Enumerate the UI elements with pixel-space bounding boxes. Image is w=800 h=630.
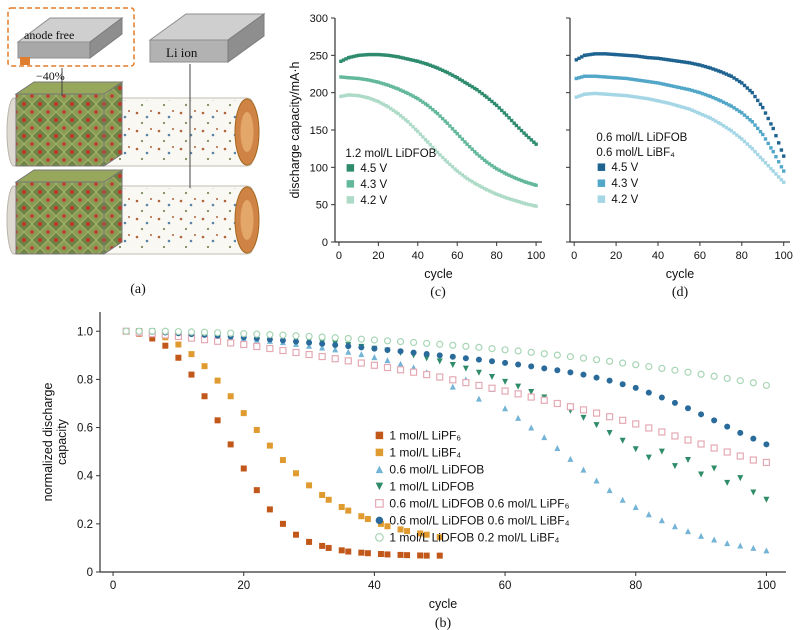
svg-text:0.4: 0.4	[77, 471, 94, 483]
svg-text:0.6 mol/L LiDFOB 0.6 mol/L LiP: 0.6 mol/L LiDFOB 0.6 mol/L LiPF₆	[389, 496, 569, 510]
svg-text:40: 40	[368, 580, 381, 592]
svg-text:0: 0	[110, 580, 116, 592]
series-4.3-v	[574, 74, 786, 173]
svg-text:40: 40	[652, 250, 664, 262]
svg-text:capacity: capacity	[55, 418, 69, 465]
svg-text:4.5 V: 4.5 V	[611, 162, 638, 174]
series-1-mol-l-lidfob-0.2-mol-l-libf-	[122, 327, 771, 390]
svg-text:40: 40	[412, 250, 424, 262]
panel-a-schematic: anode free −40% Li ion	[6, 7, 266, 297]
chart-discharge-capacity-lidfob-libf4: (d) 0 20 40 60 80 100 cycle 0.6 mol/L LiDFOB 0.6…	[566, 17, 793, 300]
series-4.5-v	[339, 52, 538, 146]
svg-text:100: 100	[757, 580, 776, 592]
svg-text:discharge capacity/mA·h: discharge capacity/mA·h	[288, 62, 302, 199]
svg-text:20: 20	[610, 250, 622, 262]
svg-text:0.6: 0.6	[77, 423, 93, 435]
li-ion-slab	[148, 13, 266, 63]
svg-text:100: 100	[775, 250, 793, 262]
svg-text:300: 300	[310, 13, 328, 25]
svg-text:cycle: cycle	[666, 267, 695, 281]
series-1-mol-l-lidfob	[123, 328, 770, 503]
anode-free-slab	[7, 7, 135, 67]
svg-text:0.6 mol/L LiDFOB: 0.6 mol/L LiDFOB	[389, 462, 484, 476]
svg-text:normalized discharge: normalized discharge	[41, 383, 55, 502]
svg-text:0: 0	[571, 250, 577, 262]
svg-text:1.0: 1.0	[77, 326, 93, 338]
svg-text:1.2 mol/L LiDFOB: 1.2 mol/L LiDFOB	[345, 148, 436, 160]
svg-text:4.2 V: 4.2 V	[360, 195, 387, 207]
svg-text:1 mol/L LiPF₆: 1 mol/L LiPF₆	[389, 428, 461, 442]
svg-text:1 mol/L LiDFOB 0.2 mol/L LiBF₄: 1 mol/L LiDFOB 0.2 mol/L LiBF₄	[389, 530, 559, 544]
svg-text:100: 100	[310, 162, 328, 174]
series-4.3-v	[339, 75, 538, 187]
svg-text:60: 60	[694, 250, 706, 262]
svg-text:4.3 V: 4.3 V	[360, 179, 387, 191]
svg-text:0.6 mol/L LiBF₄: 0.6 mol/L LiBF₄	[596, 147, 675, 159]
svg-text:20: 20	[372, 250, 384, 262]
svg-text:50: 50	[316, 200, 328, 212]
cylinder-anode-free	[6, 81, 260, 167]
svg-text:cycle: cycle	[424, 267, 453, 281]
svg-text:4.5 V: 4.5 V	[360, 163, 387, 175]
chart-discharge-capacity-lidfob: (c) 0 20 40 60 80 100 0 50 100 150 200 250 300 cycle d…	[288, 13, 545, 300]
svg-text:200: 200	[310, 88, 328, 100]
svg-text:60: 60	[499, 580, 512, 592]
panel-c-label: (c)	[430, 285, 446, 300]
li-ion-label: Li ion	[166, 45, 198, 60]
panel-b-label: (b)	[435, 616, 452, 630]
svg-text:0.6 mol/L LiDFOB: 0.6 mol/L LiDFOB	[596, 132, 687, 144]
svg-text:0.8: 0.8	[77, 374, 93, 386]
svg-text:100: 100	[527, 250, 545, 262]
anode-free-marker	[20, 57, 30, 65]
series-4.2-v	[339, 93, 538, 208]
svg-text:1 mol/L LiBF₄: 1 mol/L LiBF₄	[389, 445, 461, 459]
svg-text:80: 80	[736, 250, 748, 262]
svg-text:0: 0	[87, 567, 93, 579]
svg-text:60: 60	[451, 250, 463, 262]
svg-text:250: 250	[310, 50, 328, 62]
svg-text:150: 150	[310, 125, 328, 137]
series-4.2-v	[574, 91, 786, 184]
svg-text:4.3 V: 4.3 V	[611, 178, 638, 190]
svg-text:0.6 mol/L LiDFOB 0.6 mol/L LiB: 0.6 mol/L LiDFOB 0.6 mol/L LiBF₄	[389, 513, 569, 527]
svg-text:4.2 V: 4.2 V	[611, 194, 638, 206]
series-4.5-v	[574, 52, 786, 158]
anode-free-label: anode free	[24, 28, 74, 42]
svg-text:80: 80	[629, 580, 642, 592]
chart-normalized-discharge-capacity: (b) 0 20 40 60 80 100 0 0.2 0.4 0.6 0.8 1.0 cycle nor…	[41, 312, 786, 630]
panel-d-label: (d)	[672, 285, 689, 300]
svg-text:0: 0	[322, 237, 328, 249]
svg-text:0.2: 0.2	[77, 519, 93, 531]
cylinder-li-ion	[6, 169, 260, 255]
svg-text:20: 20	[237, 580, 250, 592]
svg-text:cycle: cycle	[429, 597, 458, 611]
svg-text:0: 0	[336, 250, 342, 262]
anode-free-dashed-box	[7, 7, 135, 67]
percent-label: −40%	[36, 69, 65, 83]
panel-a-label: (a)	[130, 282, 146, 297]
series-0.6-mol-l-lidfob-0.6-mol-l-lipf-	[122, 327, 771, 467]
svg-text:1 mol/L LiDFOB: 1 mol/L LiDFOB	[389, 479, 474, 493]
svg-text:80: 80	[491, 250, 503, 262]
